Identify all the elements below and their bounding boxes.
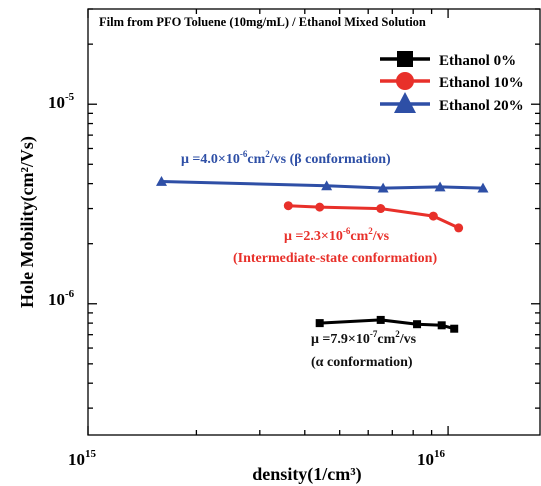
data-point-s0-1 bbox=[376, 315, 385, 324]
legend-label-2: Ethanol 20% bbox=[439, 98, 524, 114]
series-line-0 bbox=[319, 318, 455, 331]
y-axis-label: Hole Mobility(cm²/Vs) bbox=[17, 136, 38, 308]
legend-marker-square bbox=[397, 51, 413, 67]
legend: Ethanol 0% Ethanol 10% Ethanol 20% bbox=[380, 51, 524, 114]
data-point-s1-0 bbox=[283, 201, 293, 211]
annotation-intermediate-label: (Intermediate-state conformation) bbox=[233, 251, 437, 266]
data-point-s2-2 bbox=[377, 182, 389, 193]
annotation-intermediate-value: μ =2.3×10-6cm2/vs bbox=[284, 226, 390, 244]
annotation-alpha-value: μ =7.9×10-7cm2/vs bbox=[311, 329, 417, 347]
data-point-s0-2 bbox=[413, 320, 422, 329]
axis-ticks bbox=[87, 8, 540, 435]
data-point-s1-4 bbox=[454, 223, 464, 233]
legend-marker-triangle bbox=[394, 92, 416, 113]
chart-title: Film from PFO Toluene (10mg/mL) / Ethano… bbox=[99, 15, 426, 29]
legend-label-0: Ethanol 0% bbox=[439, 53, 516, 69]
y-tick-label-1e-5: 10-5 bbox=[48, 91, 75, 112]
data-point-s0-4 bbox=[450, 324, 459, 333]
annotation-beta: μ =4.0×10-6cm2/vs (β conformation) bbox=[181, 149, 391, 167]
data-point-s0-3 bbox=[437, 321, 446, 330]
series-layer bbox=[155, 175, 489, 333]
x-tick-label-1e16: 1016 bbox=[417, 448, 446, 469]
data-point-s0-0 bbox=[315, 319, 324, 328]
data-point-s1-1 bbox=[315, 202, 325, 212]
data-point-s2-4 bbox=[477, 182, 489, 193]
data-point-s1-2 bbox=[376, 204, 386, 214]
legend-label-1: Ethanol 10% bbox=[439, 75, 524, 91]
legend-marker-circle bbox=[396, 72, 414, 90]
annotation-alpha-label: (α conformation) bbox=[311, 355, 413, 370]
data-point-s1-3 bbox=[428, 211, 438, 221]
y-tick-label-1e-6: 10-6 bbox=[48, 288, 75, 309]
data-point-s2-1 bbox=[321, 180, 333, 191]
data-point-s2-0 bbox=[155, 175, 167, 186]
data-point-s2-3 bbox=[434, 181, 446, 192]
x-tick-label-1e15: 1015 bbox=[68, 448, 97, 469]
series-line-2 bbox=[161, 180, 484, 190]
x-axis-label: density(1/cm³) bbox=[252, 464, 361, 485]
plot-frame bbox=[87, 8, 541, 436]
